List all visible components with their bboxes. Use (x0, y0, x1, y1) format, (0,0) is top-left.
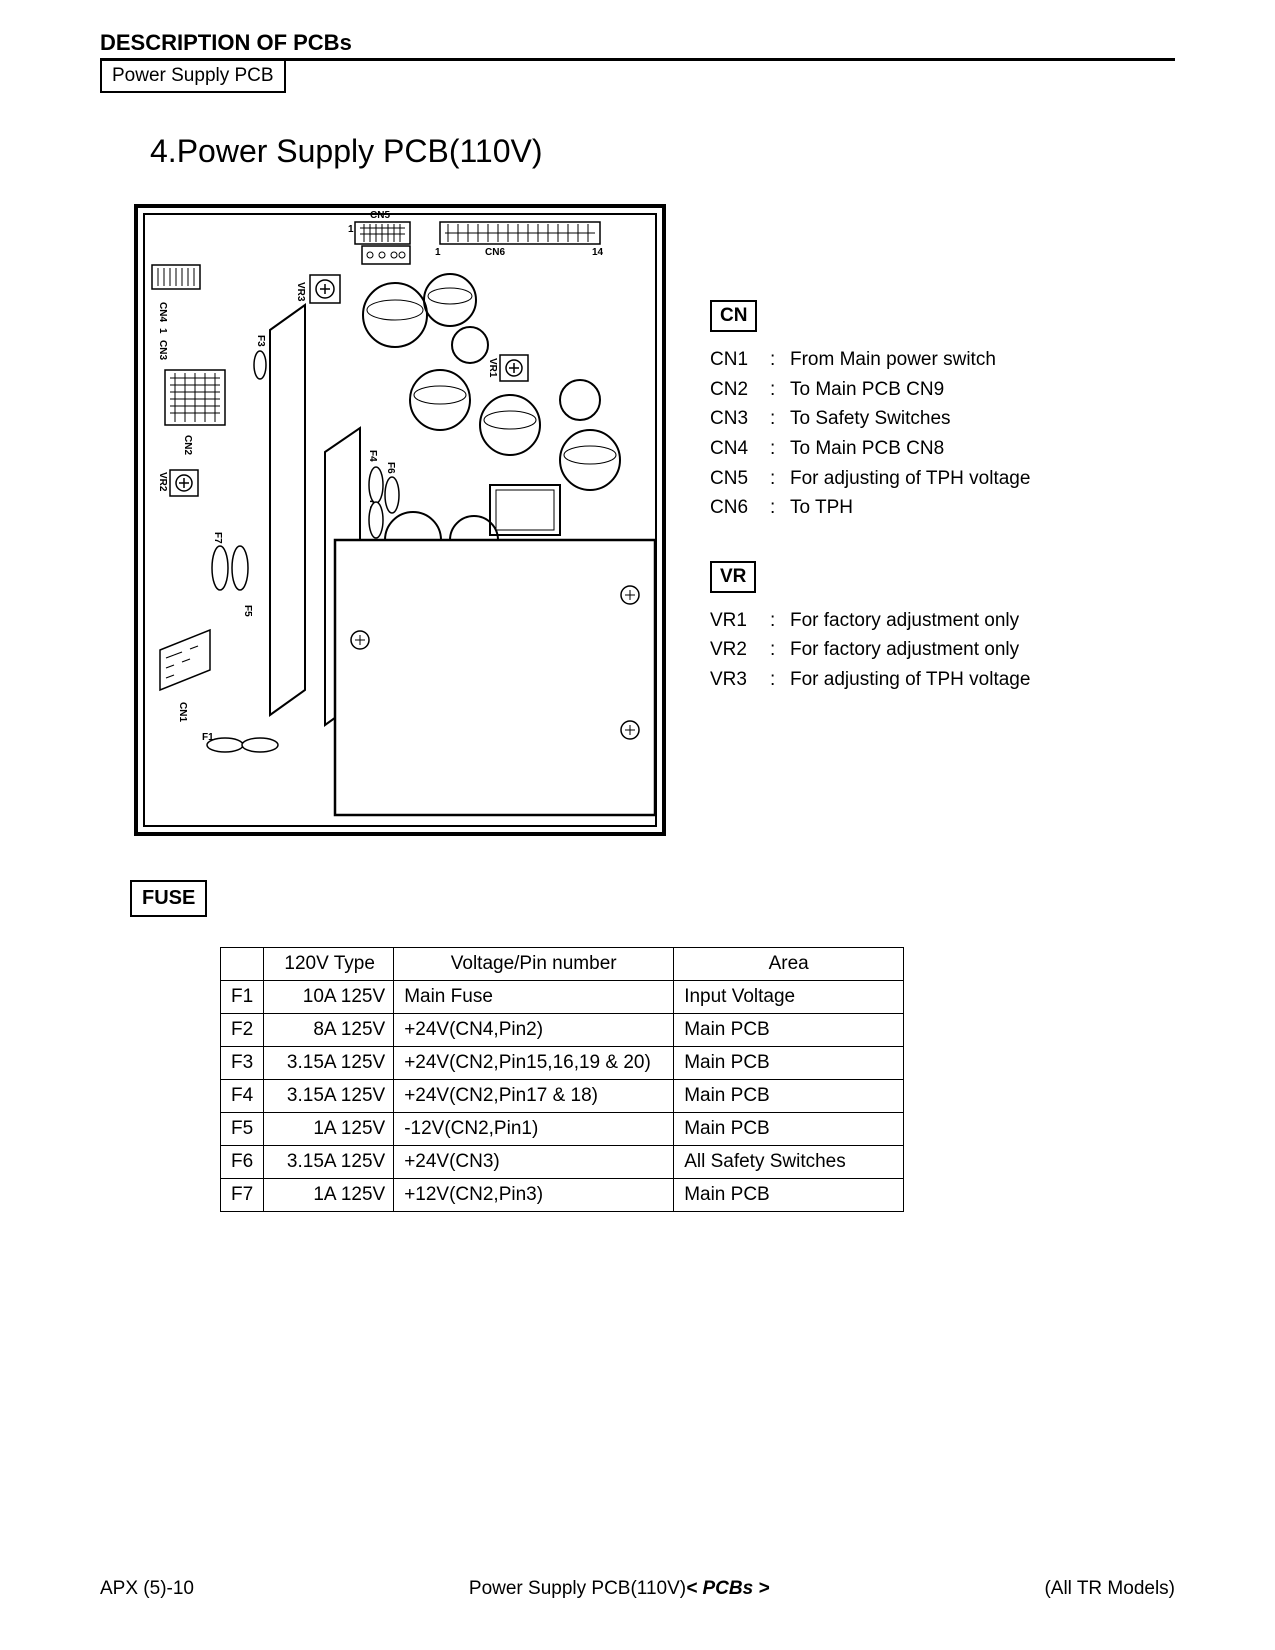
legend-row: CN5:For adjusting of TPH voltage (710, 466, 1030, 492)
diagram-label-vr2: VR2 (157, 472, 168, 492)
table-row: F28A 125V+24V(CN4,Pin2)Main PCB (221, 1014, 904, 1047)
vr-list: VR1:For factory adjustment only VR2:For … (710, 608, 1030, 693)
diagram-label-vr1: VR1 (487, 358, 498, 378)
table-row: F63.15A 125V+24V(CN3)All Safety Switches (221, 1146, 904, 1179)
vr-label-box: VR (710, 561, 756, 593)
diagram-label-cn3: CN3 (157, 340, 168, 360)
footer: APX (5)-10 Power Supply PCB(110V)< PCBs … (100, 1578, 1175, 1600)
cn-label-box: CN (710, 300, 757, 332)
diagram-label-f7: F7 (212, 532, 223, 544)
content-row: CN5 1 1 CN6 14 (130, 200, 1175, 840)
fuse-label-box: FUSE (130, 880, 207, 917)
table-row: F33.15A 125V+24V(CN2,Pin15,16,19 & 20)Ma… (221, 1047, 904, 1080)
legend-row: CN6:To TPH (710, 495, 1030, 521)
diagram-label-cn4: CN4 (157, 302, 168, 322)
svg-text:1: 1 (348, 224, 354, 235)
svg-text:1: 1 (157, 328, 168, 334)
diagram-label-f4: F4 (367, 450, 378, 462)
fuse-table: 120V Type Voltage/Pin number Area F110A … (220, 947, 904, 1212)
table-row: F43.15A 125V+24V(CN2,Pin17 & 18)Main PCB (221, 1080, 904, 1113)
legends: CN CN1:From Main power switch CN2:To Mai… (710, 200, 1030, 733)
diagram-label-vr3: VR3 (295, 282, 306, 302)
diagram-label-cn5: CN5 (370, 210, 390, 221)
footer-center: Power Supply PCB(110V)< PCBs > (469, 1578, 770, 1600)
footer-left: APX (5)-10 (100, 1578, 194, 1600)
legend-row: CN3:To Safety Switches (710, 406, 1030, 432)
diagram-label-cn2: CN2 (182, 435, 193, 455)
table-header-row: 120V Type Voltage/Pin number Area (221, 948, 904, 981)
diagram-label-f6: F6 (385, 462, 396, 474)
svg-text:14: 14 (592, 247, 604, 258)
table-row: F51A 125V-12V(CN2,Pin1)Main PCB (221, 1113, 904, 1146)
legend-row: VR3:For adjusting of TPH voltage (710, 667, 1030, 693)
footer-right: (All TR Models) (1044, 1578, 1175, 1600)
legend-row: CN1:From Main power switch (710, 347, 1030, 373)
diagram-label-cn1: CN1 (177, 702, 188, 722)
legend-row: CN4:To Main PCB CN8 (710, 436, 1030, 462)
sub-box-label: Power Supply PCB (100, 59, 286, 93)
legend-row: VR2:For factory adjustment only (710, 637, 1030, 663)
section-title: DESCRIPTION OF PCBs (100, 30, 1175, 61)
table-row: F110A 125VMain FuseInput Voltage (221, 981, 904, 1014)
cn-list: CN1:From Main power switch CN2:To Main P… (710, 347, 1030, 521)
diagram-label-cn6: CN6 (485, 247, 505, 258)
diagram-label-f3: F3 (255, 335, 266, 347)
legend-row: CN2:To Main PCB CN9 (710, 377, 1030, 403)
header: DESCRIPTION OF PCBs Power Supply PCB (100, 30, 1175, 93)
diagram-label-f5: F5 (242, 605, 253, 617)
pcb-diagram: CN5 1 1 CN6 14 (130, 200, 670, 840)
legend-row: VR1:For factory adjustment only (710, 608, 1030, 634)
table-row: F71A 125V+12V(CN2,Pin3)Main PCB (221, 1179, 904, 1212)
svg-text:1: 1 (435, 247, 441, 258)
page-title: 4.Power Supply PCB(110V) (150, 133, 1175, 170)
